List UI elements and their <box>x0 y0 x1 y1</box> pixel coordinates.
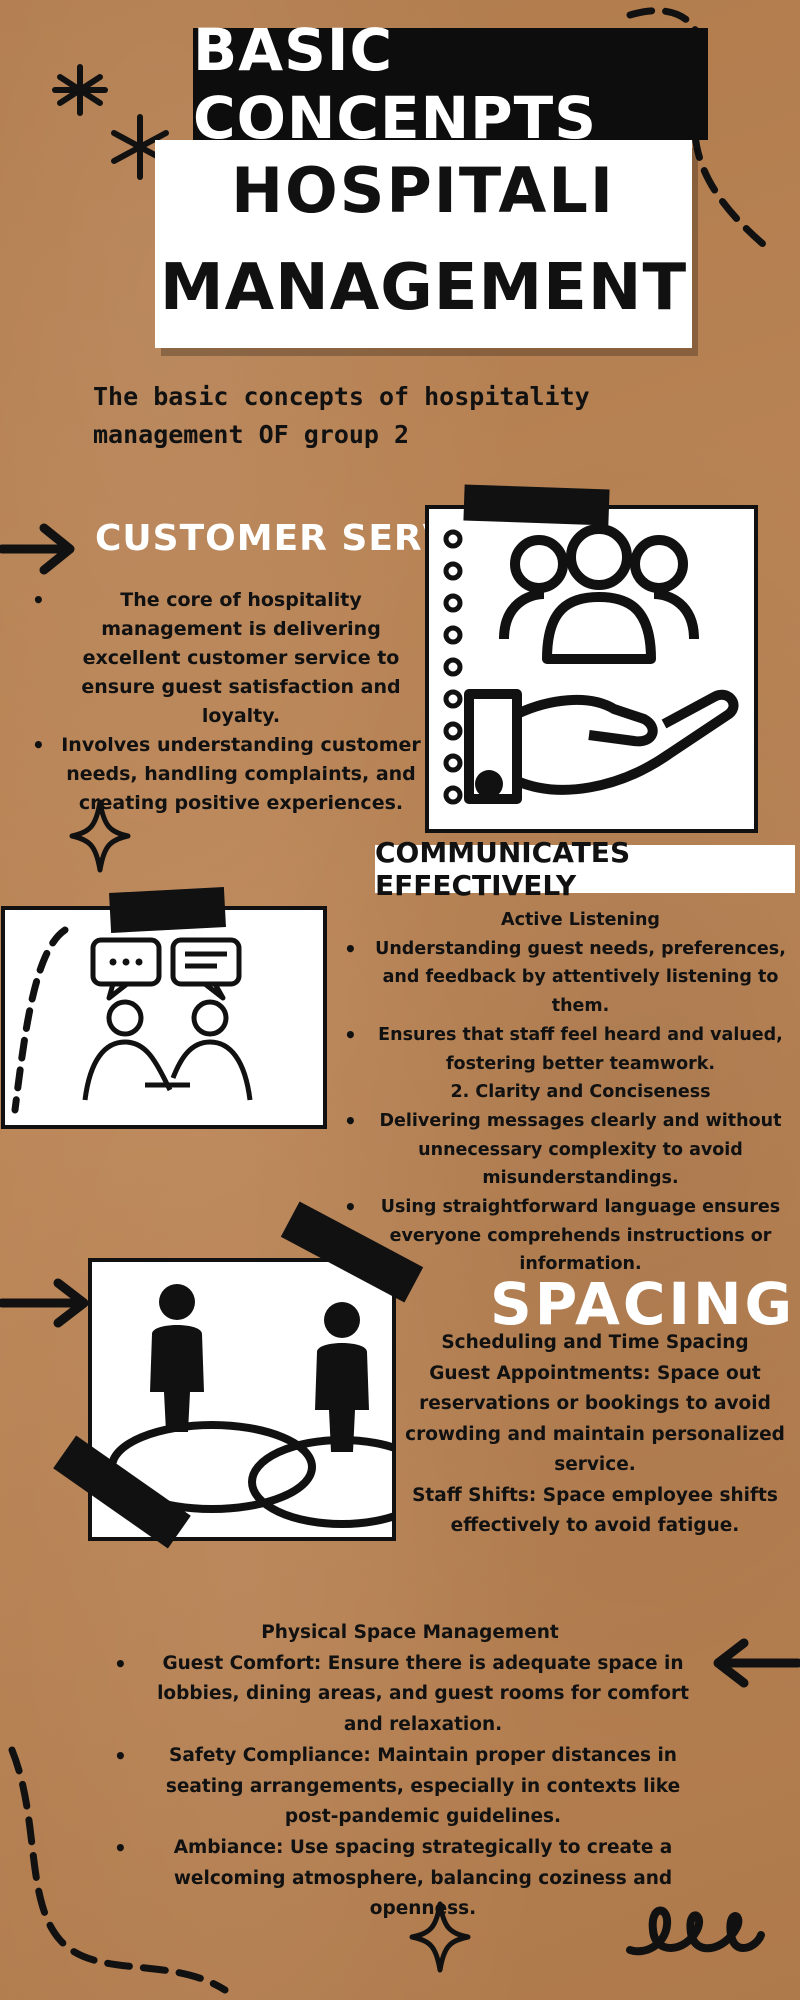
sparkle-icon <box>409 1901 471 1973</box>
list-item: Ensures that staff feel heard and valued… <box>340 1021 795 1078</box>
physical-space-heading: Physical Space Management <box>261 1622 559 1643</box>
spacing-image <box>53 1201 424 1549</box>
title-line-2: HOSPITALI <box>231 153 615 227</box>
title-line-1: BASIC CONCENPTS <box>193 16 597 152</box>
physical-space-text: Physical Space Management Guest Comfort:… <box>110 1618 710 1925</box>
asterisk-icon <box>52 64 169 180</box>
arrow-left-icon <box>713 1638 800 1688</box>
scheduling-heading: Scheduling and Time Spacing <box>441 1332 749 1353</box>
list-item: Delivering messages clearly and without … <box>340 1107 795 1193</box>
people-spacing-icon <box>108 1284 392 1528</box>
list-item: Using straightforward language ensures e… <box>340 1193 795 1279</box>
communication-image <box>5 887 323 1125</box>
list-item: Involves understanding customer needs, h… <box>28 731 428 818</box>
arrow-right-icon <box>0 1278 89 1328</box>
dashed-swirl-icon <box>8 1746 229 1994</box>
sparkle-icon <box>69 799 131 873</box>
subtitle: The basic concepts of hospitality manage… <box>93 382 590 449</box>
title-banner-middle: HOSPITALI <box>231 140 615 240</box>
tape <box>109 887 226 933</box>
list-item: The core of hospitality management is de… <box>28 586 428 731</box>
list-item: Ambiance: Use spacing strategically to c… <box>110 1833 710 1925</box>
staff-shifts-text: Staff Shifts: Space employee shifts effe… <box>412 1484 778 1537</box>
list-item: Understanding guest needs, preferences, … <box>340 935 795 1021</box>
arrow-right-icon <box>0 523 75 575</box>
title-banner-bottom: MANAGEMENT <box>155 228 692 348</box>
swirl-icon <box>626 1906 765 1956</box>
active-listening-heading: Active Listening <box>501 910 660 930</box>
group-hand-icon <box>443 524 739 805</box>
list-item: Guest Comfort: Ensure there is adequate … <box>110 1649 710 1741</box>
customer-service-image <box>425 484 758 833</box>
conversation-icon <box>11 926 253 1114</box>
title-line-3: MANAGEMENT <box>159 251 688 325</box>
clarity-heading: 2. Clarity and Conciseness <box>450 1082 711 1103</box>
communicates-heading-box: COMMUNICATES EFFECTIVELY <box>375 836 795 902</box>
communicates-heading: COMMUNICATES EFFECTIVELY <box>375 836 631 902</box>
spacing-text: Scheduling and Time Spacing Guest Appoin… <box>405 1328 785 1542</box>
spacing-heading: SPACING <box>490 1270 796 1338</box>
customer-service-text: The core of hospitality management is de… <box>28 586 428 818</box>
title-banner-top: BASIC CONCENPTS <box>193 16 708 152</box>
communicates-text: Active Listening Understanding guest nee… <box>340 906 795 1279</box>
list-item: Safety Compliance: Maintain proper dista… <box>110 1741 710 1833</box>
guest-appointments-text: Guest Appointments: Space out reservatio… <box>405 1362 785 1476</box>
tape <box>463 484 610 526</box>
